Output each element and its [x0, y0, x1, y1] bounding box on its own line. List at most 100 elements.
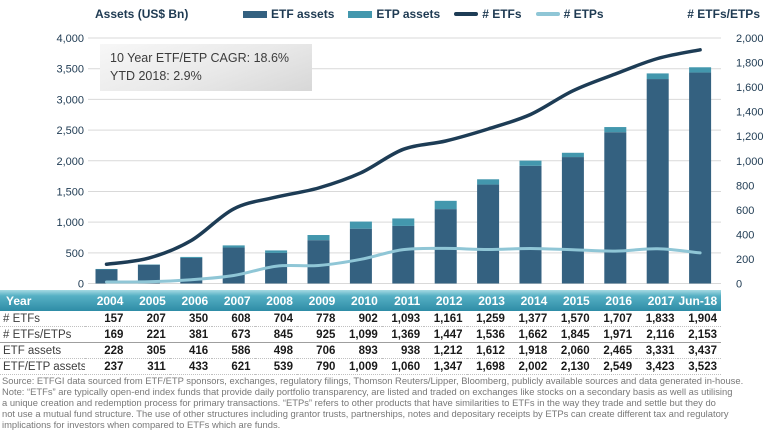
table-row: ETF assets 228 305 416 586 498 706 893 938 1,212 1…	[0, 342, 721, 359]
value-cell: 2,549	[593, 358, 637, 375]
year-column-header: 2012	[424, 290, 467, 311]
chart-header: Assets (US$ Bn) ETF assets ETP assets # ET…	[0, 4, 768, 22]
value-cell: 790	[296, 358, 340, 375]
year-column-header: 2006	[169, 290, 213, 311]
left-axis-tick-label: 1,500	[56, 186, 84, 198]
year-column-header: 2016	[593, 290, 637, 311]
row-label-cell: # ETFs/ETPs	[0, 326, 86, 343]
value-cell: 893	[339, 342, 382, 359]
right-axis-tick-label: 1,000	[736, 156, 764, 168]
value-cell: 1,612	[466, 342, 509, 359]
etf-assets-bar	[434, 209, 457, 284]
table-row: ETF/ETP assets 237 311 433 621 539 790 1,009 1,0…	[0, 358, 721, 375]
etf-assets-bar	[137, 264, 160, 284]
value-cell: 305	[127, 342, 170, 359]
etp-assets-bar	[222, 245, 245, 248]
year-column-header: 2008	[254, 290, 297, 311]
value-cell: 3,523	[678, 358, 721, 375]
value-cell: 221	[127, 326, 170, 343]
year-column-header: 2007	[212, 290, 255, 311]
etf-assets-bar	[349, 228, 372, 284]
value-cell: 1,662	[508, 326, 552, 343]
right-axis-tick-label: 1,400	[736, 107, 764, 119]
etf-assets-bar	[392, 225, 415, 284]
note-line: implications for investors when compared…	[2, 419, 281, 430]
etf-assets-bar	[477, 184, 500, 284]
value-cell: 2,153	[678, 326, 721, 343]
value-cell: 1,447	[424, 326, 467, 343]
legend-label: ETP assets	[376, 7, 441, 21]
value-cell: 1,833	[645, 312, 675, 325]
etf-assets-bar	[222, 247, 245, 284]
etp-assets-bar	[561, 152, 584, 158]
etp-assets-bar	[477, 179, 500, 185]
value-cell: 1,093	[391, 312, 421, 325]
etp-assets-bar	[180, 256, 203, 258]
bar-swatch-icon	[348, 10, 373, 18]
source-notes: Source: ETFGI data sourced from ETF/ETP …	[2, 375, 766, 430]
value-cell: 433	[169, 358, 213, 375]
value-cell: 845	[254, 326, 297, 343]
etf-assets-bar	[180, 257, 203, 284]
left-axis-tick-label: 2,500	[56, 125, 84, 137]
etp-assets-bar	[604, 127, 627, 133]
value-cell: 925	[296, 326, 340, 343]
left-axis-tick-label: 3,000	[56, 94, 84, 106]
table-row: # ETFs 157 207 350 608 704 778 902 1,093 1,161 1,2…	[0, 311, 721, 327]
value-cell: 498	[254, 342, 297, 359]
row-label-cell: # ETFs	[3, 312, 41, 325]
etf-assets-bar	[689, 72, 712, 284]
etf-assets-bar	[307, 240, 330, 284]
value-cell: 1,009	[339, 358, 382, 375]
value-cell: 2,116	[636, 326, 679, 343]
etp-assets-bar	[392, 218, 415, 226]
right-axis-tick-label: 1,200	[736, 131, 764, 143]
value-cell: 2,060	[551, 342, 594, 359]
value-cell: 1,212	[424, 342, 467, 359]
value-cell: 311	[127, 358, 170, 375]
value-cell: 237	[85, 358, 128, 375]
value-cell: 2,130	[551, 358, 594, 375]
line-swatch-icon	[535, 12, 560, 16]
etp-assets-bar	[519, 160, 542, 166]
etf-assets-bar	[646, 79, 669, 284]
right-axis-tick-label: 400	[736, 229, 754, 241]
value-cell: 207	[146, 312, 166, 325]
line-swatch-icon	[454, 12, 479, 16]
value-cell: 3,437	[678, 342, 721, 359]
table-row: # ETFs/ETPs 169 221 381 673 845 925 1,099 1,369 1…	[0, 326, 721, 343]
right-axis-tick-label: 800	[736, 180, 754, 192]
etf-assets-bar	[519, 165, 542, 284]
value-cell: 704	[273, 312, 293, 325]
cagr-annotation-box: 10 Year ETF/ETP CAGR: 18.6% YTD 2018: 2.…	[100, 44, 312, 91]
value-cell: 1,099	[339, 326, 382, 343]
value-cell: 586	[212, 342, 255, 359]
value-cell: 381	[169, 326, 213, 343]
note-line: a unique creation and redemption process…	[2, 397, 716, 408]
value-cell: 228	[85, 342, 128, 359]
year-column-header: 2005	[127, 290, 170, 311]
value-cell: 157	[104, 312, 124, 325]
ytd-text: YTD 2018: 2.9%	[110, 69, 202, 83]
value-cell: 1,377	[518, 312, 548, 325]
num-etps-line	[105, 246, 702, 284]
legend-item-etps: # ETPs	[535, 7, 604, 21]
value-cell: 169	[85, 326, 128, 343]
legend-item-etf-assets: ETF assets	[243, 7, 334, 21]
value-cell: 1,845	[551, 326, 594, 343]
value-cell: 608	[231, 312, 251, 325]
value-cell: 3,423	[636, 358, 679, 375]
left-axis-tick-label: 500	[66, 248, 84, 260]
value-cell: 902	[358, 312, 378, 325]
etp-assets-bar	[689, 67, 712, 73]
year-column-header: 2017	[636, 290, 679, 311]
value-cell: 1,570	[560, 312, 590, 325]
year-column-header: 2009	[296, 290, 340, 311]
left-axis-tick-label: 0	[78, 279, 84, 291]
year-column-header: 2004	[85, 290, 128, 311]
legend-label: # ETPs	[563, 7, 604, 21]
value-cell: 621	[212, 358, 255, 375]
value-cell: 1,536	[466, 326, 509, 343]
table-header-row: Year 2004 2005 2006 2007 2008 2009 2010 2011 2012…	[0, 290, 721, 311]
right-axis-tick-label: 0	[736, 279, 742, 291]
